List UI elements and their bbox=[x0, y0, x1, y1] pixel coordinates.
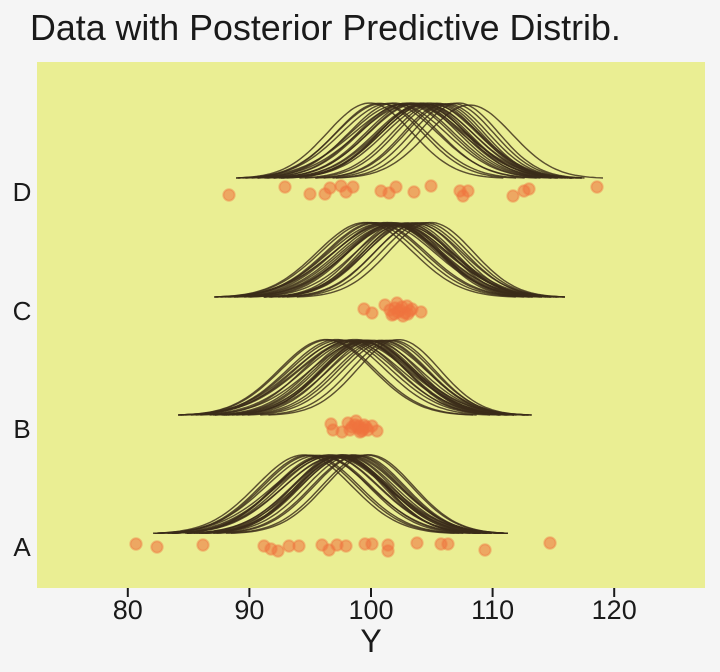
svg-text:120: 120 bbox=[592, 595, 637, 625]
svg-text:B: B bbox=[13, 414, 30, 444]
svg-text:Y: Y bbox=[360, 623, 381, 659]
svg-text:100: 100 bbox=[348, 595, 393, 625]
svg-text:D: D bbox=[13, 177, 32, 207]
svg-text:90: 90 bbox=[234, 595, 264, 625]
svg-text:A: A bbox=[13, 532, 31, 562]
svg-text:C: C bbox=[13, 296, 32, 326]
svg-text:Data with Posterior Predictive: Data with Posterior Predictive Distrib. bbox=[30, 8, 621, 48]
svg-text:80: 80 bbox=[113, 595, 143, 625]
svg-text:110: 110 bbox=[471, 595, 514, 625]
